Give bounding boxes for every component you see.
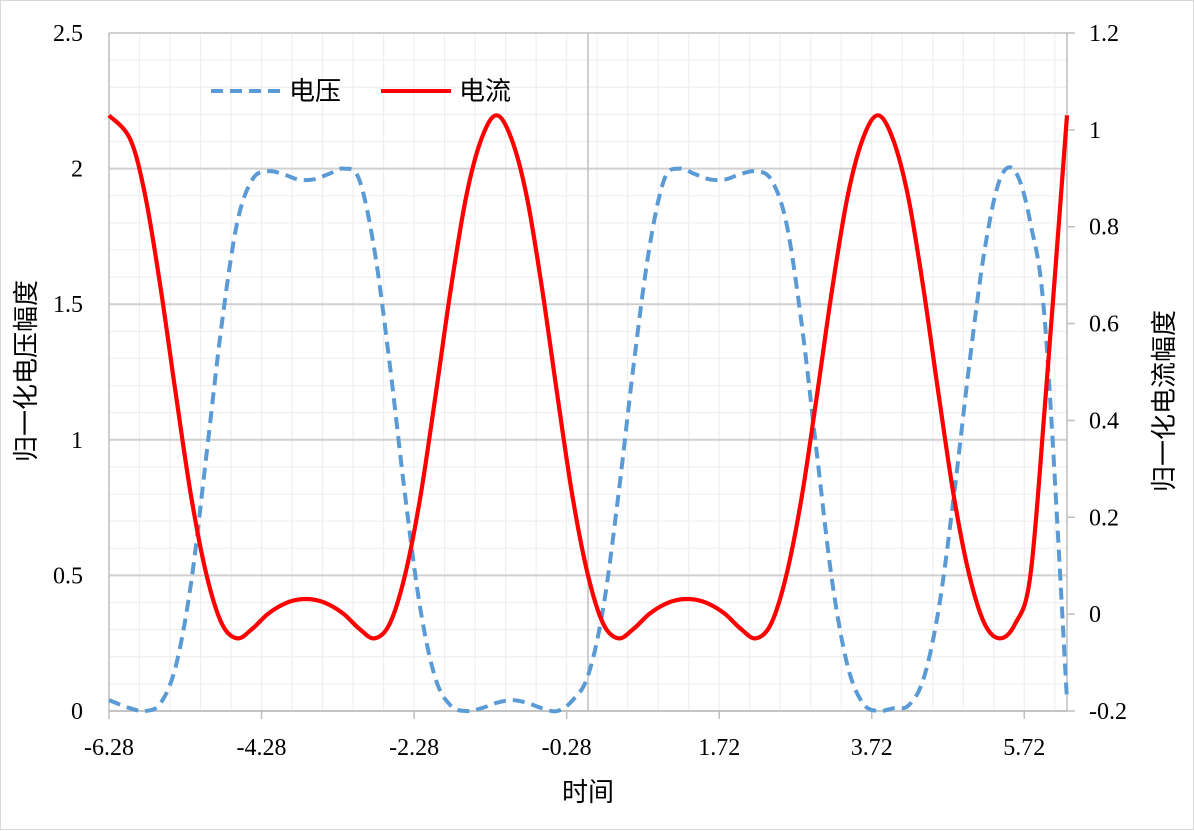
- series-layer: [107, 113, 1070, 714]
- y2-tick-label: 0.8: [1089, 215, 1119, 241]
- y2-tick-label: -0.2: [1089, 699, 1127, 725]
- y-tick-label: 0.5: [53, 563, 83, 589]
- x-tick-label: 1.72: [698, 735, 740, 761]
- x-tick-label: -6.28: [84, 735, 134, 761]
- tick-labels: 0 0.5 1 1.5 2 2.5 -0.2 0 0.2 0.4 0.6 0.8 1 1.2 -6.28 -4…: [53, 21, 1127, 761]
- y2-tick-label: 0: [1089, 602, 1101, 628]
- y-tick-label: 2: [71, 157, 83, 183]
- legend-label-current: 电流: [459, 77, 511, 107]
- y-tick-label: 0: [71, 699, 83, 725]
- legend: 电压 电流: [211, 77, 511, 107]
- series-line-current: [107, 113, 1070, 641]
- axes: [108, 32, 1075, 719]
- y-tick-label: 2.5: [53, 21, 83, 47]
- y2-tick-label: 0.2: [1089, 505, 1119, 531]
- y-axis-title: 归一化电压幅度: [12, 280, 42, 462]
- x-tick-label: -2.28: [389, 735, 439, 761]
- series-line-voltage: [108, 165, 1069, 714]
- legend-label-voltage: 电压: [289, 77, 341, 107]
- x-tick-label: 5.72: [1003, 735, 1045, 761]
- x-tick-label: -4.28: [237, 735, 287, 761]
- x-tick-label: 3.72: [851, 735, 893, 761]
- y2-tick-label: 1.2: [1089, 21, 1119, 47]
- x-axis-title: 时间: [562, 778, 614, 808]
- y2-tick-label: 1: [1089, 118, 1101, 144]
- y2-axis-title: 归一化电流幅度: [1150, 310, 1180, 492]
- y-tick-label: 1: [71, 428, 83, 454]
- y2-tick-label: 0.6: [1089, 312, 1119, 338]
- y-tick-label: 1.5: [53, 292, 83, 318]
- x-tick-label: -0.28: [542, 735, 592, 761]
- y2-tick-label: 0.4: [1089, 408, 1119, 434]
